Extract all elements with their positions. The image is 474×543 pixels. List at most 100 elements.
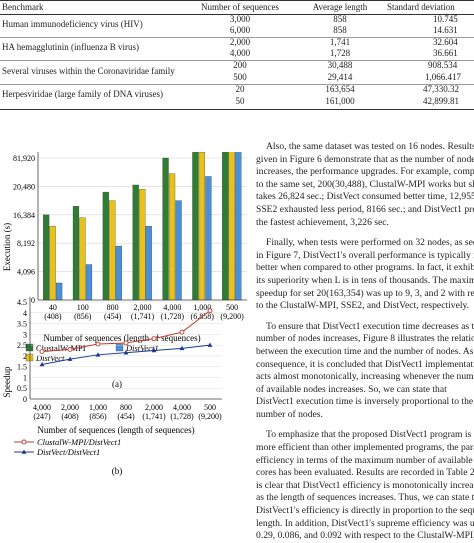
figure-b-point bbox=[151, 336, 157, 342]
figure-a-bar bbox=[85, 264, 93, 301]
figure-a-bar bbox=[222, 152, 229, 301]
figure-b-ytick-label: 1.5 bbox=[17, 363, 27, 372]
text-line: 0.29, 0.086, and 0.092 with respect to t… bbox=[256, 530, 474, 542]
text-line: To ensure that DistVect1 execution time … bbox=[266, 320, 474, 332]
figure-a-bar bbox=[145, 226, 152, 301]
paragraph-4: To emphasize that the proposed DistVect1… bbox=[256, 429, 474, 542]
figure-a-ytick-label: 0 bbox=[31, 296, 35, 305]
figure-b-series-line bbox=[41, 344, 211, 366]
table-cell: 50 bbox=[235, 96, 245, 106]
figure-a-legend-swatch bbox=[25, 343, 34, 352]
text-line: more efficient than other implemented pr… bbox=[256, 442, 474, 454]
text-line: between the execution time and the numbe… bbox=[256, 345, 474, 357]
figure-b-ytick-label: 0 bbox=[23, 395, 27, 404]
figure-b-ytick-label: 2.5 bbox=[17, 341, 27, 350]
table-row-benchmark: Herpesviridae (large family of DNA virus… bbox=[2, 89, 164, 99]
figure-b-ytick-label: 4.5 bbox=[17, 298, 27, 307]
figure-a-bar bbox=[139, 189, 146, 301]
figure-b-ytick-label: 1 bbox=[23, 373, 27, 382]
figure-b-point bbox=[67, 356, 73, 361]
figure-a-bar bbox=[168, 173, 176, 301]
figure-b-point bbox=[67, 346, 73, 352]
text-line: the fastest achievement, 3,226 sec. bbox=[256, 216, 389, 228]
text-line: to the ClustalW-MPI, SSE2, and DistVect,… bbox=[256, 300, 470, 312]
figure-a-xtick-label: 4,000 bbox=[163, 303, 181, 312]
figure-b-series-line bbox=[41, 310, 211, 353]
table-cell: 47,330.32 bbox=[423, 84, 459, 94]
table-cell: 163,654 bbox=[325, 84, 355, 94]
figure-b-ylabel: Speedup bbox=[2, 366, 12, 397]
text-line: better when compared to other programs. … bbox=[256, 262, 474, 274]
header-num-sequences: Number of sequences bbox=[201, 2, 279, 12]
figure-b-xtick-sublabel: (247) bbox=[33, 412, 51, 421]
figure-b-xtick-label: 800 bbox=[120, 403, 132, 412]
figure-b-point bbox=[179, 345, 185, 351]
text-line: length. In addition, DistVect1's supreme… bbox=[256, 517, 474, 529]
table-bottom-rule bbox=[0, 109, 474, 110]
table-cell: 6,000 bbox=[229, 25, 251, 35]
figure-b-ytick-label: 3.5 bbox=[17, 320, 27, 329]
header-benchmark: Benchmark bbox=[2, 2, 44, 12]
header-average-length: Average length bbox=[312, 2, 368, 12]
text-line: DistVect1 execution time is inversely pr… bbox=[256, 396, 474, 408]
table-cell: 500 bbox=[233, 72, 247, 82]
table-cell: 42,899.81 bbox=[423, 96, 459, 106]
text-line: of available nodes increases. So, we can… bbox=[256, 383, 447, 395]
figure-a-bar bbox=[79, 217, 86, 301]
figure-b-legend-label: ClustalW-MPI/DistVect1 bbox=[37, 437, 121, 447]
figure-a-bar bbox=[205, 176, 212, 301]
figure-b-ytick-label: 4 bbox=[23, 309, 27, 318]
figure-a-xtick-sublabel: (1,741) bbox=[131, 312, 155, 321]
figure-a-bar bbox=[228, 152, 235, 301]
figure-a-xtick-label: 800 bbox=[107, 303, 119, 312]
paragraph-1: Also, the same dataset was tested on 16 … bbox=[256, 141, 474, 229]
table-cell: 908.534 bbox=[428, 60, 458, 70]
table-row-benchmark: Human immunodeficiency virus (HIV) bbox=[2, 19, 143, 29]
text-line: is clear that DistVect1 efficiency is mo… bbox=[256, 479, 474, 491]
table-cell: 32.604 bbox=[433, 37, 458, 47]
figure-a-bar bbox=[115, 245, 122, 301]
text-line: number of nodes. bbox=[256, 408, 323, 420]
figure-a-ytick-label: 16,384 bbox=[13, 211, 35, 220]
figure-a-xtick-label: 100 bbox=[77, 303, 89, 312]
figure-a-xtick-label: 40 bbox=[49, 303, 57, 312]
paragraph-2: Finally, when tests were performed on 32… bbox=[256, 237, 474, 313]
text-line: its superiority when L is in tens of tho… bbox=[256, 274, 474, 286]
figure-b-point bbox=[151, 347, 157, 353]
figure-a-xtick-label: 500 bbox=[226, 303, 238, 312]
header-standard-deviation: Standard deviation bbox=[387, 2, 455, 12]
figure-b-point bbox=[95, 341, 101, 347]
figure-b-xtick-sublabel: (9,200) bbox=[198, 412, 222, 421]
figure-b-legend-marker bbox=[21, 439, 27, 445]
figure-a-bar bbox=[132, 184, 139, 301]
figure-a-xtick-sublabel: (408) bbox=[44, 312, 62, 321]
text-line: consequence, it is concluded that DistVe… bbox=[256, 358, 474, 370]
figure-b-point bbox=[95, 352, 101, 357]
figure-a-bar bbox=[49, 226, 56, 301]
figure-a-bar bbox=[192, 152, 199, 301]
figure-b-xtick-sublabel: (1,728) bbox=[170, 412, 194, 421]
figure-a-xtick-sublabel: (9,200) bbox=[220, 312, 244, 321]
table-cell: 29,414 bbox=[327, 72, 353, 82]
table-cell: 4,000 bbox=[229, 48, 251, 58]
table-cell: 36.661 bbox=[433, 48, 458, 58]
figure-b-xtick-label: 1,000 bbox=[89, 403, 107, 412]
figure-a-legend-label: DistVect1 bbox=[125, 343, 159, 353]
figure-b-xtick-label: 2,000 bbox=[145, 403, 163, 412]
figure-a-legend-swatch bbox=[115, 343, 124, 352]
text-line: takes 26,824 sec.; DistVect consumed bet… bbox=[256, 191, 474, 203]
figure-b-xtick-sublabel: (856) bbox=[89, 412, 107, 421]
table-row-rule bbox=[0, 84, 474, 85]
text-line: in Figure 7, DistVect1's overall perform… bbox=[256, 249, 474, 261]
figure-a-bar bbox=[198, 152, 206, 301]
figure-a-xtick-sublabel: (454) bbox=[104, 312, 122, 321]
figure-a-legend-label: DistVect bbox=[35, 353, 65, 363]
table-cell: 30,488 bbox=[327, 60, 353, 70]
table-cell: 858 bbox=[333, 25, 347, 35]
table-cell: 14.631 bbox=[433, 25, 458, 35]
text-line: to the same set, 200(30,488), ClustalW-M… bbox=[256, 178, 474, 190]
paragraph-3: To ensure that DistVect1 execution time … bbox=[256, 321, 474, 422]
table-cell: 161,000 bbox=[325, 96, 355, 106]
figure-b-xtick-sublabel: (408) bbox=[61, 412, 79, 421]
text-line: To emphasize that the proposed DistVect1… bbox=[266, 429, 472, 441]
